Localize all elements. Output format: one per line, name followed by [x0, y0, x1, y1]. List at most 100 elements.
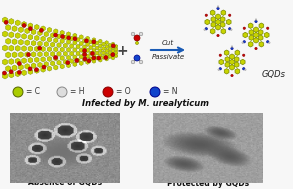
Polygon shape	[216, 25, 220, 30]
Circle shape	[57, 87, 67, 97]
Polygon shape	[41, 46, 45, 52]
Polygon shape	[108, 43, 111, 47]
Circle shape	[91, 52, 94, 56]
Polygon shape	[111, 49, 115, 53]
Polygon shape	[219, 59, 224, 65]
Circle shape	[28, 27, 33, 31]
Polygon shape	[2, 45, 8, 51]
Polygon shape	[249, 30, 254, 35]
Polygon shape	[86, 60, 89, 64]
Polygon shape	[254, 27, 258, 32]
Polygon shape	[44, 32, 49, 37]
Circle shape	[83, 53, 87, 57]
Polygon shape	[248, 42, 253, 47]
Circle shape	[231, 46, 233, 47]
Text: Infected by M. urealyticum: Infected by M. urealyticum	[83, 98, 209, 108]
Polygon shape	[98, 53, 102, 57]
Polygon shape	[44, 42, 49, 47]
Polygon shape	[211, 22, 216, 27]
Polygon shape	[38, 52, 42, 57]
Polygon shape	[221, 29, 226, 34]
Polygon shape	[25, 40, 30, 46]
Circle shape	[218, 69, 219, 70]
Polygon shape	[18, 52, 23, 57]
Circle shape	[217, 7, 219, 10]
Circle shape	[17, 62, 21, 66]
Polygon shape	[105, 53, 108, 57]
Polygon shape	[98, 49, 102, 53]
Polygon shape	[28, 23, 33, 28]
Text: +: +	[116, 44, 128, 58]
Polygon shape	[63, 60, 67, 64]
Polygon shape	[79, 61, 83, 66]
Circle shape	[243, 41, 246, 43]
Polygon shape	[89, 57, 93, 61]
Circle shape	[87, 59, 91, 63]
Polygon shape	[18, 27, 23, 33]
Circle shape	[54, 33, 58, 37]
Polygon shape	[102, 46, 105, 50]
Polygon shape	[105, 49, 108, 53]
Polygon shape	[2, 59, 8, 65]
Polygon shape	[73, 33, 77, 38]
Circle shape	[231, 29, 232, 30]
Text: Absence of GQDs: Absence of GQDs	[28, 178, 102, 187]
Polygon shape	[86, 48, 89, 52]
Polygon shape	[210, 10, 215, 15]
Text: Passivate: Passivate	[151, 54, 185, 60]
Polygon shape	[95, 56, 99, 60]
Text: = C: = C	[26, 88, 40, 97]
Polygon shape	[22, 58, 26, 64]
Polygon shape	[259, 42, 264, 47]
Circle shape	[131, 60, 135, 64]
Polygon shape	[92, 38, 96, 42]
Polygon shape	[216, 14, 220, 19]
Polygon shape	[15, 46, 20, 51]
Circle shape	[217, 34, 219, 37]
Circle shape	[219, 54, 222, 56]
Polygon shape	[12, 39, 17, 45]
Circle shape	[267, 41, 269, 43]
Polygon shape	[60, 56, 64, 60]
Polygon shape	[249, 35, 254, 40]
Polygon shape	[225, 57, 230, 62]
Polygon shape	[259, 23, 264, 28]
Polygon shape	[224, 50, 229, 55]
Polygon shape	[254, 38, 258, 43]
Polygon shape	[6, 38, 11, 44]
Polygon shape	[6, 52, 11, 58]
Polygon shape	[54, 47, 58, 52]
Polygon shape	[92, 59, 96, 63]
Polygon shape	[235, 69, 240, 74]
Circle shape	[26, 53, 30, 57]
Polygon shape	[95, 46, 99, 50]
Circle shape	[39, 28, 43, 32]
Polygon shape	[44, 62, 49, 67]
Polygon shape	[108, 51, 111, 55]
Polygon shape	[111, 56, 115, 60]
Circle shape	[92, 56, 96, 60]
Circle shape	[28, 67, 32, 71]
Polygon shape	[105, 41, 108, 45]
Circle shape	[205, 14, 207, 16]
Polygon shape	[54, 65, 58, 70]
Polygon shape	[60, 39, 64, 43]
Polygon shape	[92, 54, 96, 58]
Polygon shape	[28, 46, 33, 51]
Polygon shape	[22, 34, 26, 39]
FancyArrowPatch shape	[151, 47, 183, 53]
Circle shape	[38, 46, 42, 50]
Polygon shape	[31, 29, 36, 35]
Polygon shape	[108, 47, 111, 51]
Circle shape	[229, 14, 231, 16]
Circle shape	[111, 53, 115, 57]
Circle shape	[255, 47, 257, 50]
Polygon shape	[25, 64, 30, 69]
Polygon shape	[220, 17, 225, 22]
Polygon shape	[73, 48, 77, 52]
Circle shape	[243, 54, 245, 56]
Polygon shape	[67, 32, 71, 36]
Circle shape	[217, 6, 219, 7]
Circle shape	[219, 68, 222, 70]
Circle shape	[269, 42, 270, 43]
